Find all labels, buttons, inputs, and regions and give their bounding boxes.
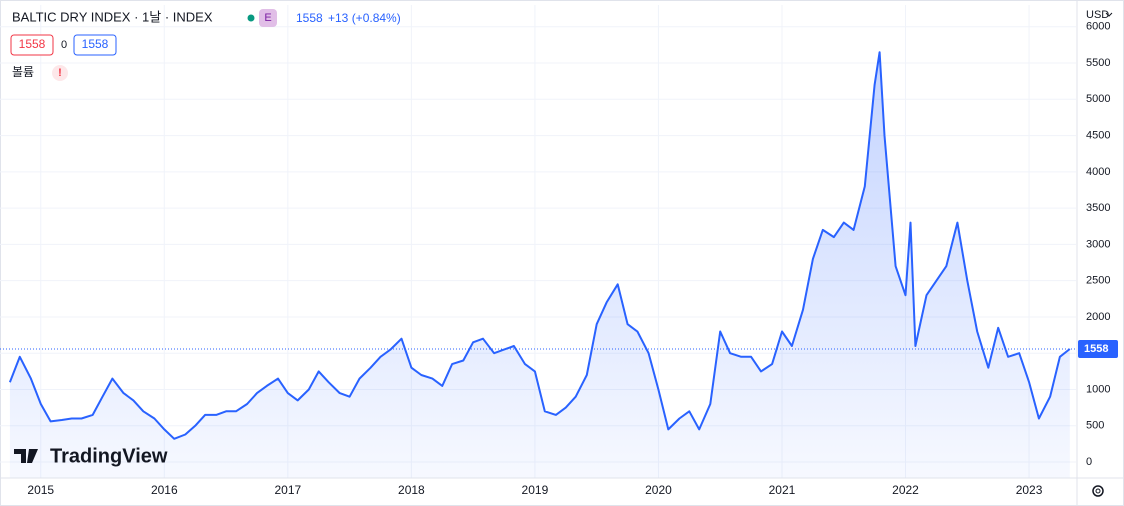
x-tick-label: 2020 [645,483,672,497]
y-tick-label: 0 [1086,456,1092,468]
currency-caret [1105,12,1113,17]
y-tick-label: 1000 [1086,383,1110,395]
x-tick-label: 2023 [1016,483,1043,497]
y-tick-label: 4000 [1086,166,1110,178]
spread: 0 [61,39,67,51]
x-tick-label: 2021 [769,483,796,497]
logo [14,449,38,463]
y-tick-label: 5500 [1086,57,1110,69]
last-price: 1558 [296,11,323,25]
price-change: +13 (+0.84%) [328,11,401,25]
currency[interactable]: USD [1086,9,1109,21]
alert-circle[interactable] [52,65,68,81]
y-tick-label: 5000 [1086,93,1110,105]
x-tick-label: 2018 [398,483,425,497]
bid-box[interactable] [10,34,54,56]
x-tick-label: 2019 [522,483,549,497]
market-status [247,14,255,22]
x-tick-label: 2017 [274,483,301,497]
x-tick-label: 2022 [892,483,919,497]
last-price-tag [1078,340,1118,359]
volume-label: 볼륨 [12,65,34,79]
y-tick-label: 3500 [1086,202,1110,214]
ask-box[interactable] [73,34,117,56]
y-tick-label: 500 [1086,420,1104,432]
y-tick-label: 4500 [1086,129,1110,141]
settings-icon[interactable] [1092,485,1104,497]
y-tick-label: 3000 [1086,238,1110,250]
y-tick-label: 2000 [1086,311,1110,323]
symbol-title: BALTIC DRY INDEX · 1날 · INDEX [12,9,213,24]
area [9,52,1070,478]
badge-box [259,9,277,27]
bid: 1558 [19,37,46,51]
x-tick-label: 2016 [151,483,178,497]
alert: ! [58,67,62,79]
watermark: TradingView [50,445,168,467]
ask: 1558 [82,37,109,51]
y-tick-label: 6000 [1086,21,1110,33]
last-price-label: 1558 [1084,343,1108,355]
price-line [8,51,1071,440]
badge: E [264,12,271,24]
y-tick-label: 2500 [1086,275,1110,287]
x-tick-label: 2015 [27,483,54,497]
